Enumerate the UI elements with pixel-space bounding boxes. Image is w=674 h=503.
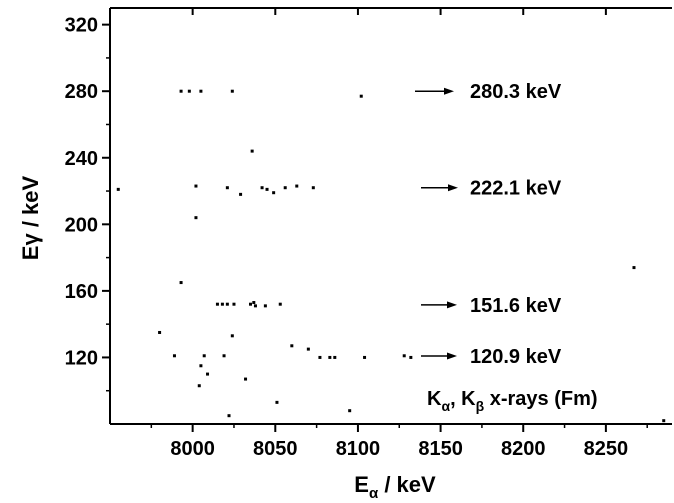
data-point	[239, 192, 243, 196]
energy-label: 151.6 keV	[470, 295, 562, 317]
data-point	[632, 266, 636, 270]
data-point	[227, 414, 231, 418]
energy-label: 120.9 keV	[470, 346, 562, 368]
data-point	[278, 302, 282, 306]
data-point	[187, 89, 191, 93]
data-point	[222, 354, 226, 358]
data-point	[116, 187, 120, 191]
data-point	[172, 354, 176, 358]
y-tick-label: 280	[65, 81, 98, 103]
data-point	[333, 355, 337, 359]
data-point	[194, 184, 198, 188]
data-point	[260, 186, 264, 190]
data-point	[244, 377, 248, 381]
y-axis-title: Eγ / keV	[18, 175, 43, 260]
energy-label: 280.3 keV	[470, 81, 562, 103]
x-tick-label: 8100	[336, 438, 381, 460]
data-point	[363, 355, 367, 359]
data-point	[275, 400, 279, 404]
data-point	[230, 334, 234, 338]
data-point	[283, 186, 287, 190]
arrow-head	[447, 301, 457, 309]
y-tick-label: 160	[65, 281, 98, 303]
y-tick-label: 320	[65, 15, 98, 37]
data-point	[328, 355, 332, 359]
y-tick-label: 200	[65, 214, 98, 236]
arrow-head	[444, 87, 454, 95]
data-point	[206, 372, 210, 376]
x-tick-label: 8250	[584, 438, 629, 460]
data-point	[290, 344, 294, 348]
data-point	[263, 304, 267, 308]
arrow-head	[447, 352, 457, 360]
data-point	[249, 302, 252, 306]
data-point	[295, 184, 299, 188]
y-tick-label: 240	[65, 148, 98, 170]
data-point	[230, 89, 234, 93]
x-axis-ticks: 8000 8050 8100 8150 8200 8250	[150, 8, 648, 460]
data-point	[409, 355, 413, 359]
plot-frame	[109, 7, 672, 425]
data-point	[225, 186, 229, 190]
data-point	[179, 89, 183, 93]
data-point	[158, 330, 162, 334]
energy-annotations: 280.3 keV 222.1 keV 151.6 keV 120.9 keV	[415, 81, 562, 368]
data-point	[318, 355, 322, 359]
data-point	[265, 187, 269, 191]
data-point	[306, 347, 310, 351]
data-point	[662, 419, 666, 423]
data-point	[232, 302, 236, 306]
data-point	[225, 302, 229, 306]
x-tick-label: 8200	[501, 438, 546, 460]
data-point	[194, 216, 198, 220]
data-point	[272, 191, 276, 195]
data-point	[311, 186, 315, 190]
data-point	[199, 89, 203, 93]
data-point	[197, 384, 201, 388]
data-point	[220, 302, 224, 306]
data-point	[202, 354, 206, 358]
data-point	[215, 302, 219, 306]
data-points	[116, 89, 666, 423]
data-point	[179, 281, 183, 285]
data-point	[253, 304, 257, 308]
xray-label: Kα, Kβ x-rays (Fm)	[427, 388, 598, 414]
x-tick-label: 8050	[253, 438, 298, 460]
data-point	[250, 149, 254, 153]
x-tick-label: 8000	[170, 438, 215, 460]
y-axis-ticks: 120 160 200 240 280 320	[65, 15, 110, 392]
energy-label: 222.1 keV	[470, 178, 562, 200]
data-point	[252, 301, 256, 305]
y-tick-label: 120	[65, 347, 98, 369]
data-point	[359, 94, 363, 98]
x-axis-title: Eα / keV	[354, 472, 436, 502]
data-point	[402, 354, 406, 358]
data-point	[348, 409, 352, 413]
data-point	[199, 364, 203, 368]
x-tick-label: 8150	[418, 438, 463, 460]
arrow-head	[448, 184, 458, 192]
